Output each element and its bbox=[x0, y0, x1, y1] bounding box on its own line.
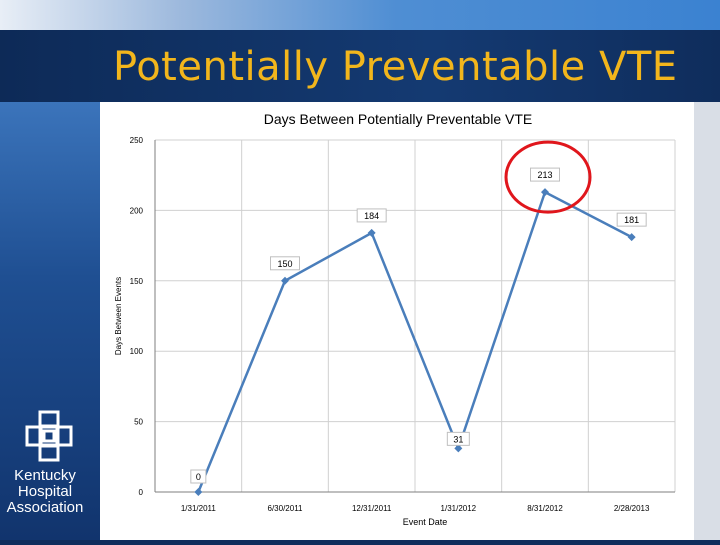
x-tick-label: 1/31/2011 bbox=[181, 504, 217, 513]
chart-panel: Days Between Potentially Preventable VTE… bbox=[100, 102, 694, 540]
data-point bbox=[627, 233, 636, 242]
data-point bbox=[454, 444, 463, 453]
y-tick-label: 0 bbox=[139, 488, 144, 497]
x-tick-label: 2/28/2013 bbox=[614, 504, 650, 513]
x-tick-label: 8/31/2012 bbox=[527, 504, 563, 513]
data-label-box bbox=[270, 256, 300, 271]
data-label: 0 bbox=[196, 472, 201, 482]
data-label-box bbox=[356, 208, 387, 223]
data-point bbox=[194, 488, 203, 496]
y-tick-label: 250 bbox=[130, 136, 144, 145]
series-line bbox=[197, 190, 633, 493]
y-tick-label: 200 bbox=[130, 206, 144, 215]
data-point bbox=[541, 188, 549, 197]
data-label-box bbox=[530, 167, 560, 182]
left-panel bbox=[0, 102, 100, 540]
highlight-circle bbox=[504, 140, 592, 214]
logo-line-3: Association bbox=[6, 499, 84, 516]
kha-cross-logo-icon bbox=[25, 410, 73, 462]
logo-line-2: Hospital bbox=[17, 483, 73, 500]
y-axis-label: Days Between Events bbox=[114, 277, 123, 355]
kha-logo: Kentucky Hospital Association bbox=[0, 410, 100, 520]
slide-header bbox=[0, 30, 720, 102]
y-tick-label: 150 bbox=[130, 277, 144, 286]
logo-line-1: Kentucky bbox=[14, 467, 76, 484]
data-label: 184 bbox=[364, 211, 379, 221]
data-label-box bbox=[446, 431, 470, 446]
x-tick-label: 6/30/2011 bbox=[268, 504, 304, 513]
chart-title: Days Between Potentially Preventable VTE bbox=[264, 111, 532, 127]
data-label: 181 bbox=[624, 215, 639, 225]
right-strip bbox=[694, 102, 720, 540]
data-label-box bbox=[190, 469, 207, 484]
x-tick-label: 12/31/2011 bbox=[352, 504, 392, 513]
data-label: 213 bbox=[537, 170, 552, 180]
data-label: 150 bbox=[277, 259, 292, 269]
data-point bbox=[281, 276, 289, 285]
data-point bbox=[367, 228, 376, 237]
data-label-box bbox=[616, 212, 647, 227]
slide-title: Potentially Preventable VTE bbox=[113, 44, 678, 90]
data-label: 31 bbox=[453, 434, 463, 444]
logo-text: Kentucky Hospital Association bbox=[0, 468, 90, 516]
x-axis-label: Event Date bbox=[403, 517, 448, 527]
x-tick-label: 1/31/2012 bbox=[441, 504, 477, 513]
top-gradient-bar bbox=[0, 0, 720, 30]
y-tick-label: 100 bbox=[130, 347, 144, 356]
y-tick-label: 50 bbox=[134, 418, 143, 427]
line-chart: Days Between Potentially Preventable VTE… bbox=[114, 111, 676, 527]
